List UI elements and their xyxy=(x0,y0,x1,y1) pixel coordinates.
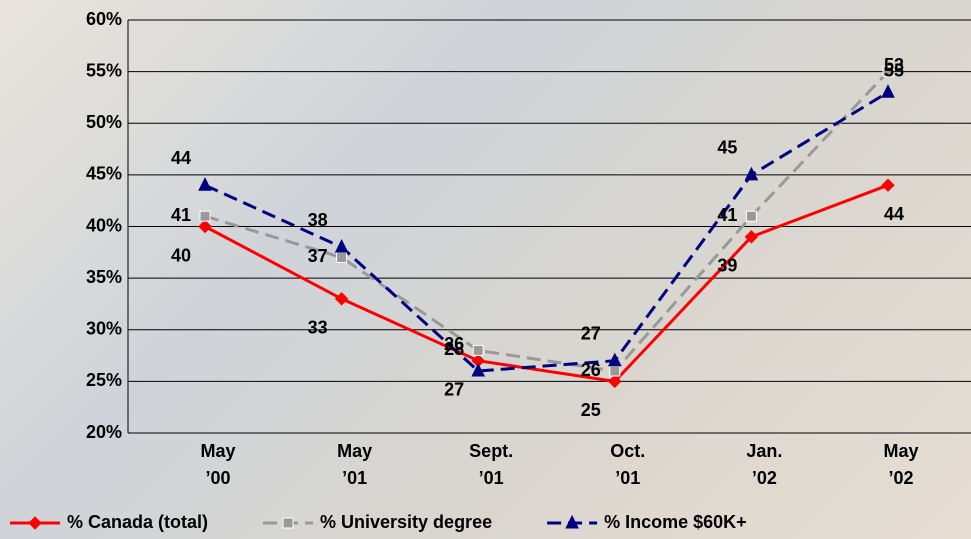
y-tick-label: 20% xyxy=(86,422,122,442)
legend-label: % Canada (total) xyxy=(67,512,208,532)
legend-marker xyxy=(28,516,42,530)
y-tick-label: 25% xyxy=(86,370,122,390)
data-label: 44 xyxy=(884,204,904,224)
data-label: 27 xyxy=(444,379,464,399)
data-label: 41 xyxy=(717,205,737,225)
y-tick-label: 45% xyxy=(86,164,122,184)
y-tick-label: 30% xyxy=(86,319,122,339)
data-label: 53 xyxy=(884,55,904,75)
point xyxy=(199,210,211,222)
y-tick-label: 35% xyxy=(86,267,122,287)
y-tick-label: 60% xyxy=(86,9,122,29)
point xyxy=(882,66,894,78)
point xyxy=(881,84,895,98)
x-tick-label: May ’01 xyxy=(337,441,373,488)
point xyxy=(198,219,212,234)
legend-label: % Income $60K+ xyxy=(604,512,747,532)
point xyxy=(607,352,622,367)
data-label: 44 xyxy=(171,148,191,168)
point xyxy=(334,239,349,253)
point xyxy=(881,178,895,192)
x-tick-label: Jan. ’02 xyxy=(746,441,783,488)
data-label: 37 xyxy=(308,246,328,266)
series-line xyxy=(204,183,889,383)
data-label: 28 xyxy=(444,339,464,359)
data-label: 40 xyxy=(171,245,191,265)
data-label: 45 xyxy=(717,138,737,158)
data-label: 27 xyxy=(581,323,601,343)
data-label: 26 xyxy=(581,360,601,380)
x-tick-label: May ’02 xyxy=(883,441,919,488)
series-line xyxy=(204,70,890,373)
data-label: 33 xyxy=(308,318,328,338)
legend-marker xyxy=(282,517,294,529)
point xyxy=(745,210,757,222)
data-label: 25 xyxy=(581,400,601,420)
y-tick-label: 50% xyxy=(86,112,122,132)
data-label: 55 xyxy=(884,60,904,80)
point xyxy=(472,344,484,356)
point xyxy=(744,166,759,181)
y-tick-label: 55% xyxy=(86,60,122,80)
legend-label: % University degree xyxy=(320,512,492,532)
point xyxy=(608,374,622,389)
data-label: 38 xyxy=(308,210,328,230)
point xyxy=(198,177,212,191)
point xyxy=(334,292,349,306)
x-tick-label: Oct. ’01 xyxy=(610,441,646,488)
data-label: 39 xyxy=(717,256,737,276)
x-tick-label: May ’00 xyxy=(200,441,236,488)
point xyxy=(471,362,486,377)
legend-marker xyxy=(565,514,579,529)
point xyxy=(609,365,621,377)
point xyxy=(336,251,348,263)
series-line xyxy=(204,90,889,373)
y-tick-label: 40% xyxy=(86,215,122,235)
point xyxy=(744,230,759,244)
x-tick-label: Sept. ’01 xyxy=(469,441,514,488)
data-label: 26 xyxy=(444,334,464,354)
data-label: 41 xyxy=(171,205,191,225)
